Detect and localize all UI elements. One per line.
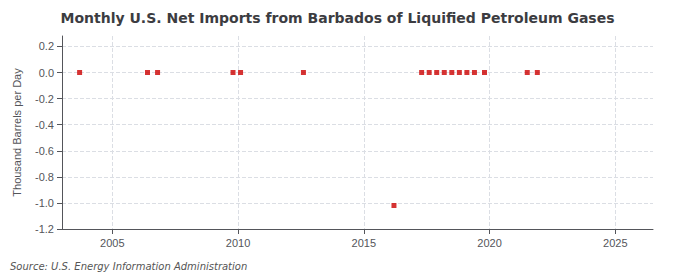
svg-text:2010: 2010 — [226, 237, 250, 249]
svg-text:-1.2: -1.2 — [35, 223, 54, 235]
svg-text:-0.8: -0.8 — [35, 171, 54, 183]
svg-text:0.0: 0.0 — [39, 67, 54, 79]
svg-text:2025: 2025 — [603, 237, 627, 249]
svg-text:2020: 2020 — [477, 237, 501, 249]
svg-text:0.2: 0.2 — [39, 40, 54, 52]
svg-text:Monthly U.S. Net Imports from: Monthly U.S. Net Imports from Barbados o… — [60, 10, 614, 26]
svg-text:2005: 2005 — [100, 237, 124, 249]
svg-text:Thousand Barrels per Day: Thousand Barrels per Day — [11, 68, 23, 197]
svg-text:2015: 2015 — [352, 237, 376, 249]
svg-text:-1.0: -1.0 — [35, 197, 54, 209]
svg-text:-0.4: -0.4 — [35, 119, 54, 131]
svg-text:-0.2: -0.2 — [35, 93, 54, 105]
svg-text:-0.6: -0.6 — [35, 145, 54, 157]
svg-text:Source: U.S. Energy Informatio: Source: U.S. Energy Information Administ… — [10, 261, 247, 272]
